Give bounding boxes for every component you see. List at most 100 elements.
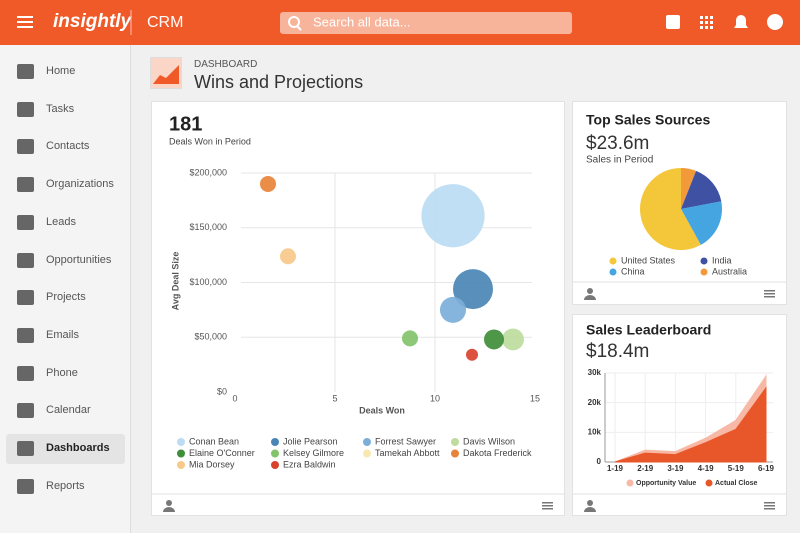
eyebrow: DASHBOARD	[194, 59, 258, 70]
nav-icon	[17, 214, 34, 230]
legend-swatch	[626, 479, 634, 487]
nav-icon	[17, 252, 34, 268]
list-icon	[542, 508, 553, 510]
kpi-label: Sales in Period	[586, 155, 653, 166]
nav-item[interactable]: Contacts	[6, 132, 125, 162]
nav-item[interactable]: Organizations	[6, 170, 125, 200]
legend-label: Tamekah Abbott	[375, 448, 440, 458]
nav-label: Opportunities	[46, 253, 112, 266]
y-tick-label: $200,000	[189, 167, 227, 177]
legend-swatch	[177, 438, 185, 446]
bell-icon[interactable]	[734, 15, 748, 28]
legend-label: Davis Wilson	[463, 436, 515, 446]
y-tick-label: $150,000	[189, 222, 227, 232]
list-icon	[764, 293, 775, 295]
kpi: $23.6m	[586, 133, 649, 154]
x-tick-label: 4-19	[698, 464, 715, 473]
bubble	[502, 328, 524, 351]
y-tick-label: $50,000	[194, 332, 227, 342]
card-title: Sales Leaderboard	[586, 322, 711, 338]
search-icon	[288, 16, 300, 28]
legend-label: Opportunity Value	[636, 480, 696, 487]
y-tick-label: 30k	[588, 368, 602, 377]
x-tick-label: 5-19	[728, 464, 745, 473]
nav-item[interactable]: Emails	[6, 321, 125, 351]
nav-item[interactable]: Dashboards	[6, 434, 125, 464]
legend-swatch	[363, 438, 371, 446]
nav-item[interactable]: Projects	[6, 283, 125, 313]
bubble	[421, 184, 485, 248]
legend-label: United States	[621, 255, 676, 265]
nav-label: Tasks	[46, 102, 75, 115]
nav-label: Organizations	[46, 178, 114, 191]
nav-icon	[17, 365, 34, 381]
pie-slice	[640, 168, 701, 250]
nav-label: Projects	[46, 291, 86, 304]
legend-label: Elaine O'Conner	[189, 448, 255, 458]
apps-icon[interactable]	[700, 16, 713, 29]
bubble	[402, 330, 418, 347]
bubble	[466, 348, 478, 361]
area	[614, 386, 767, 463]
nav-item[interactable]: Leads	[6, 208, 125, 238]
dashboard-icon	[150, 57, 182, 89]
user-icon[interactable]	[767, 14, 783, 30]
app-name: CRM	[147, 14, 183, 31]
pie-slice	[681, 170, 722, 209]
list-icon	[764, 502, 775, 504]
legend-label: Ezra Baldwin	[283, 459, 336, 469]
legend-swatch	[700, 257, 708, 265]
pie-slice	[681, 168, 697, 209]
legend-swatch	[363, 449, 371, 458]
list-icon	[764, 508, 775, 510]
nav-item[interactable]: Tasks	[6, 95, 125, 125]
legend-swatch	[705, 479, 713, 487]
header: insightly CRM Search all data...	[0, 0, 800, 45]
nav-label: Reports	[46, 479, 85, 492]
bubble	[260, 175, 276, 192]
nav-label: Phone	[46, 366, 78, 379]
nav-item[interactable]: Opportunities	[6, 246, 125, 276]
kpi: $18.4m	[586, 341, 649, 362]
list-icon	[764, 296, 775, 298]
nav-label: Dashboards	[46, 442, 110, 454]
legend-swatch	[177, 461, 185, 469]
legend-label: India	[712, 255, 732, 265]
bubble	[453, 269, 493, 310]
menu-icon[interactable]	[17, 16, 33, 28]
x-tick-label: 1-19	[607, 464, 624, 473]
legend-swatch	[271, 449, 279, 458]
search-icon	[296, 25, 302, 31]
list-icon	[764, 290, 775, 292]
nav-item[interactable]: Calendar	[6, 396, 125, 426]
x-tick-label: 2-19	[637, 464, 654, 473]
card-title: Top Sales Sources	[586, 112, 710, 128]
list-icon	[542, 505, 553, 507]
legend-swatch	[609, 257, 617, 265]
bubble	[280, 248, 296, 265]
logo[interactable]: insightly	[53, 11, 133, 32]
search-box[interactable]	[280, 12, 572, 34]
list-icon	[542, 502, 553, 504]
bubble	[439, 296, 467, 323]
y-tick-label: $0	[217, 386, 227, 396]
nav-icon	[17, 290, 34, 306]
legend-label: Mia Dorsey	[189, 459, 235, 469]
user-icon	[587, 288, 593, 294]
nav-item[interactable]: Phone	[6, 359, 125, 389]
bubble	[484, 329, 504, 350]
legend-swatch	[451, 438, 459, 446]
nav-icon	[17, 101, 34, 117]
add-icon[interactable]	[666, 15, 680, 29]
nav-item[interactable]: Home	[6, 57, 125, 87]
y-tick-label: 0	[597, 457, 602, 466]
legend-label: Australia	[712, 266, 747, 276]
header-bar: insightly CRM Search all data...	[17, 10, 783, 35]
user-icon	[584, 295, 596, 300]
legend-label: Jolie Pearson	[283, 436, 338, 446]
nav-icon	[17, 327, 34, 343]
page-title: Wins and Projections	[194, 72, 364, 92]
nav-item[interactable]: Reports	[6, 472, 125, 502]
user-icon	[166, 500, 172, 506]
